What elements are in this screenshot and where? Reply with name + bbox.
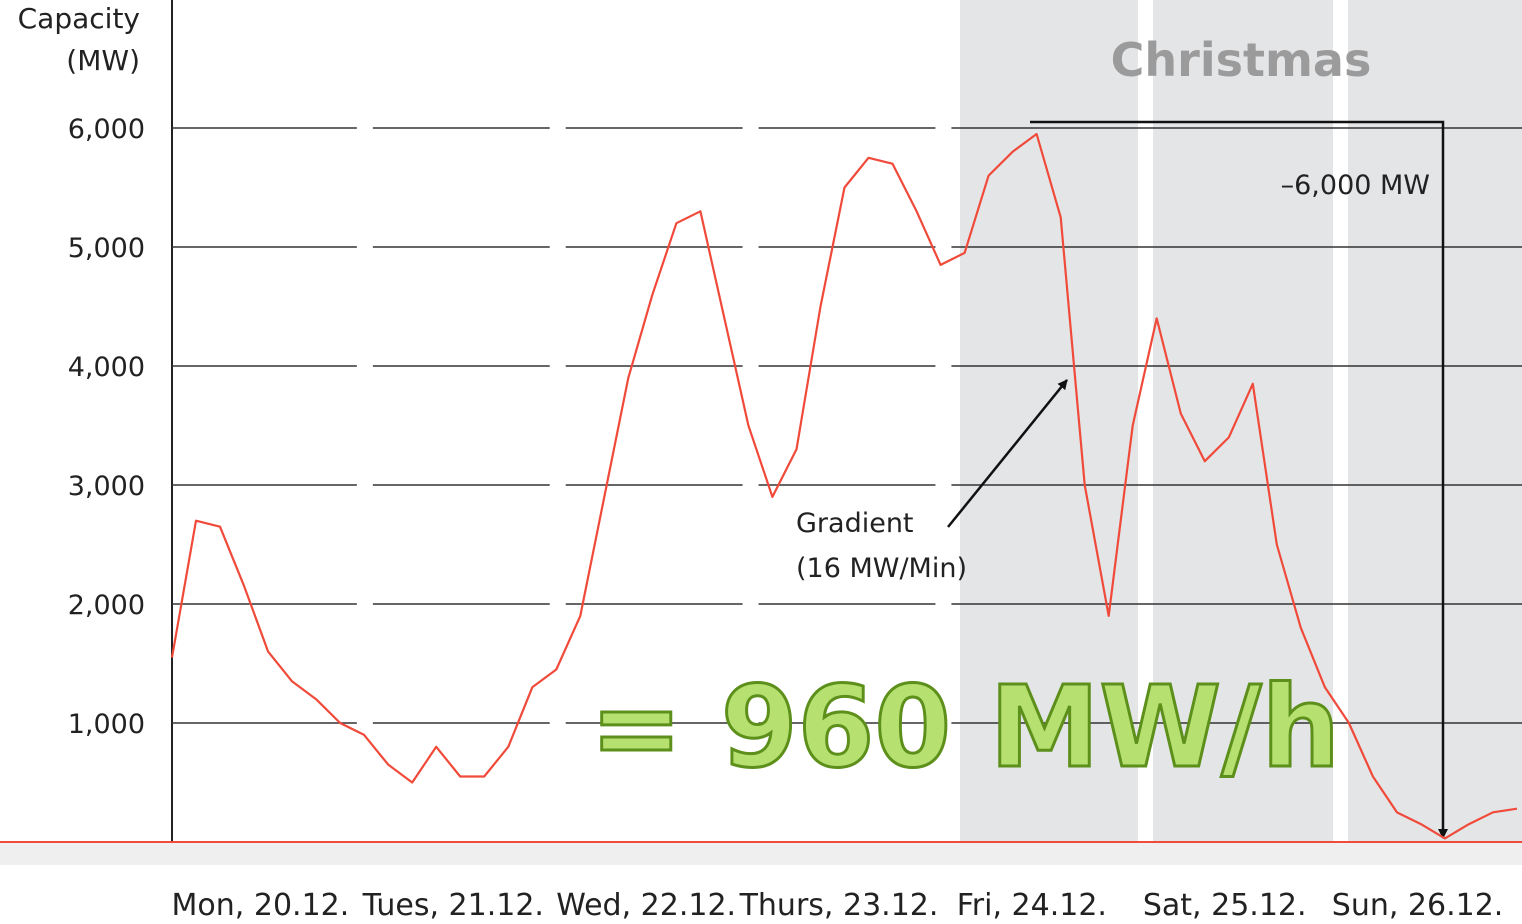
holiday-shade	[960, 0, 1522, 842]
overlay-text: = 960 MW/h	[590, 663, 1340, 793]
y-tick-label: 4,000	[68, 352, 145, 383]
y-tick-label: 3,000	[68, 471, 145, 502]
y-tick-label: 1,000	[68, 709, 145, 740]
day-gap	[1138, 0, 1153, 842]
gradient-label: (16 MW/Min)	[796, 553, 967, 584]
series-line	[170, 132, 1518, 840]
y-tick-label: 5,000	[68, 233, 145, 264]
day-gap	[1333, 0, 1348, 842]
y-axis-label: Capacity	[18, 2, 140, 35]
x-tick-label: Thurs, 23.12.	[739, 888, 939, 923]
x-tick-label: Sat, 25.12.	[1143, 888, 1307, 923]
gradient-label: Gradient	[796, 508, 914, 539]
y-tick-label: 6,000	[68, 114, 145, 145]
y-tick-label: 2,000	[68, 590, 145, 621]
x-tick-label: Tues, 21.12.	[362, 888, 544, 923]
x-tick-label: Fri, 24.12.	[957, 888, 1107, 923]
drop-bracket	[1030, 120, 1448, 839]
period-label: Christmas	[1111, 33, 1372, 87]
x-tick-label: Mon, 20.12.	[172, 888, 350, 923]
axis-band	[0, 843, 1522, 865]
drop-label: –6,000 MW	[1281, 170, 1430, 201]
gradient-arrow	[947, 379, 1068, 528]
x-tick-label: Sun, 26.12.	[1332, 888, 1504, 923]
y-axis-label: (MW)	[66, 44, 140, 77]
x-tick-label: Wed, 22.12.	[556, 888, 736, 923]
